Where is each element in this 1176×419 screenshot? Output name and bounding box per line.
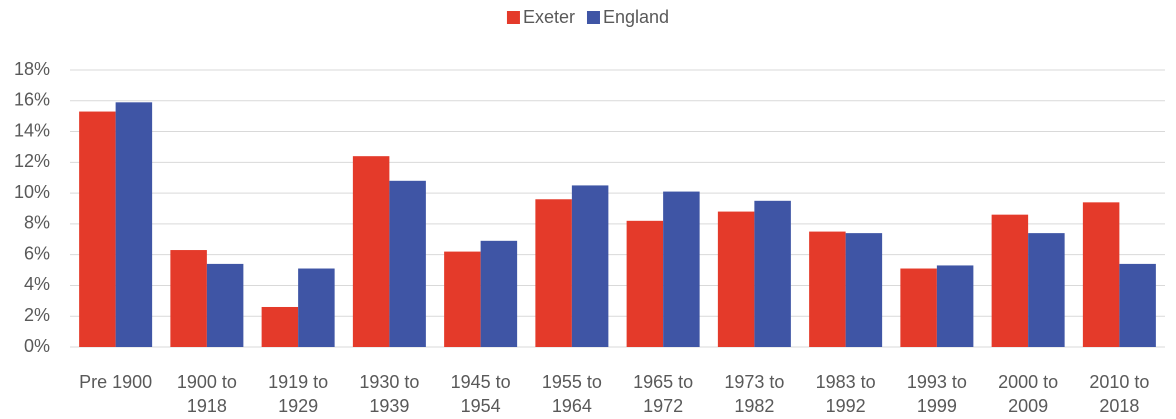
- legend-swatch: [586, 11, 600, 24]
- bar: [936, 265, 974, 347]
- bar: [261, 306, 299, 347]
- legend-label: Exeter: [523, 7, 575, 27]
- x-tick-label: 1945 to 1954: [450, 372, 511, 416]
- y-tick-label: 4%: [24, 274, 50, 294]
- bar: [352, 156, 390, 347]
- bar: [206, 263, 244, 347]
- bar: [79, 111, 116, 347]
- bar: [663, 191, 700, 347]
- bar: [1119, 263, 1156, 347]
- bar: [1082, 202, 1120, 347]
- y-tick-label: 2%: [24, 305, 50, 325]
- x-tick-label: 1900 to 1918: [176, 372, 237, 416]
- y-tick-label: 0%: [24, 336, 50, 356]
- y-tick-label: 8%: [24, 213, 50, 233]
- legend-label: England: [603, 7, 669, 27]
- x-tick-label: 1973 to 1982: [724, 372, 785, 416]
- x-tick-label: 2000 to 2009: [998, 372, 1059, 416]
- bar: [754, 200, 791, 347]
- bar: [809, 231, 846, 347]
- y-tick-label: 12%: [14, 151, 50, 171]
- bar: [480, 240, 518, 347]
- y-tick-label: 14%: [14, 120, 50, 140]
- x-tick-label: 1965 to 1972: [633, 372, 694, 416]
- bar: [991, 214, 1029, 347]
- legend-swatch: [506, 11, 520, 24]
- x-tick-label: 1919 to 1929: [268, 372, 329, 416]
- bar: [170, 250, 207, 347]
- bar: [535, 199, 572, 347]
- bar: [717, 211, 755, 347]
- bar: [571, 185, 609, 347]
- bar: [115, 102, 153, 347]
- y-tick-label: 10%: [14, 182, 50, 202]
- bar: [626, 220, 664, 347]
- bar: [1028, 233, 1065, 347]
- bar: [845, 233, 883, 347]
- x-tick-label: 1993 to 1999: [906, 372, 967, 416]
- bar: [444, 251, 481, 347]
- bar: [298, 268, 335, 347]
- bar: [389, 180, 426, 347]
- y-tick-label: 16%: [14, 90, 50, 110]
- x-tick-label: Pre 1900: [79, 372, 153, 392]
- y-tick-label: 6%: [24, 243, 50, 263]
- bar: [900, 268, 937, 347]
- x-tick-label: 1983 to 1992: [815, 372, 876, 416]
- x-tick-label: 1955 to 1964: [541, 372, 602, 416]
- x-tick-label: 1930 to 1939: [359, 372, 420, 416]
- x-tick-label: 2010 to 2018: [1089, 372, 1150, 416]
- y-tick-label: 18%: [14, 59, 50, 79]
